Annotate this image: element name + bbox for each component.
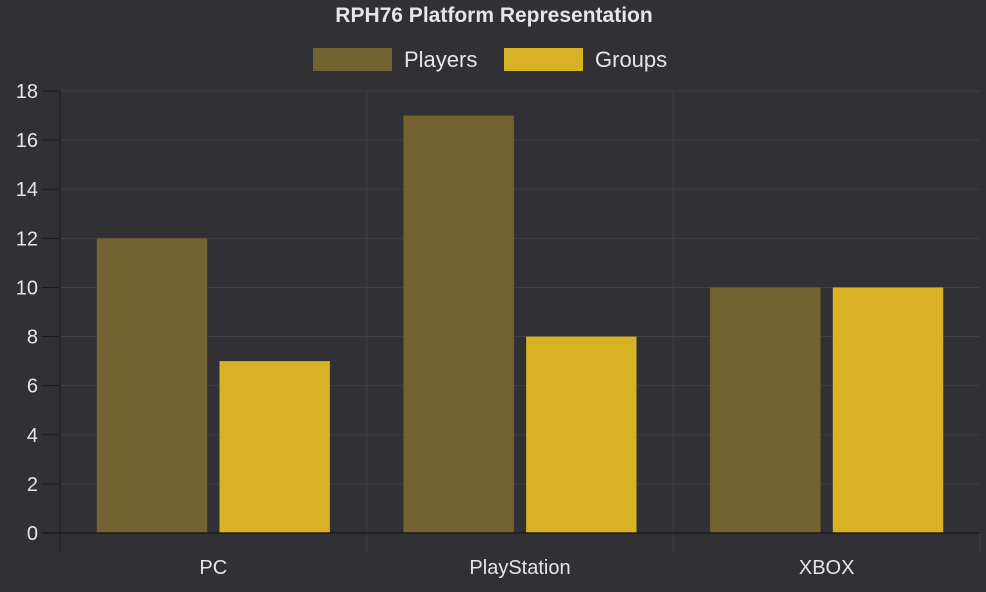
y-tick-label: 6 [27,376,38,398]
y-tick-label: 14 [16,179,38,201]
legend-swatch-players [313,48,392,71]
grid [59,90,981,551]
y-axis-labels: 0 2 4 6 8 10 12 14 16 18 [16,81,38,545]
legend: Players Groups [313,47,667,72]
bar-players-playstation[interactable] [403,115,514,534]
y-tick-label: 16 [16,130,38,152]
bars [96,115,944,534]
bar-players-pc[interactable] [96,238,208,534]
y-tick-label: 2 [27,474,38,496]
bar-groups-xbox[interactable] [832,287,944,533]
bar-groups-playstation[interactable] [526,336,637,533]
x-tick-label: PlayStation [469,557,570,579]
y-tick-label: 4 [27,425,38,447]
bar-players-xbox[interactable] [710,287,821,533]
y-tick-label: 0 [27,523,38,545]
y-tick-label: 12 [16,228,38,250]
y-tick-label: 8 [27,327,38,349]
y-tick-label: 10 [16,277,38,299]
bar-groups-pc[interactable] [219,361,330,533]
legend-label-players: Players [404,47,477,72]
x-tick-label: PC [199,557,227,579]
legend-label-groups: Groups [595,47,667,72]
x-axis-labels: PC PlayStation XBOX [199,557,854,579]
chart-title: RPH76 Platform Representation [335,4,652,27]
axes [42,90,980,534]
legend-swatch-groups [504,48,583,71]
legend-item-groups[interactable]: Groups [504,47,667,72]
y-tick-label: 18 [16,81,38,103]
legend-item-players[interactable]: Players [313,47,477,72]
x-tick-label: XBOX [799,557,855,579]
